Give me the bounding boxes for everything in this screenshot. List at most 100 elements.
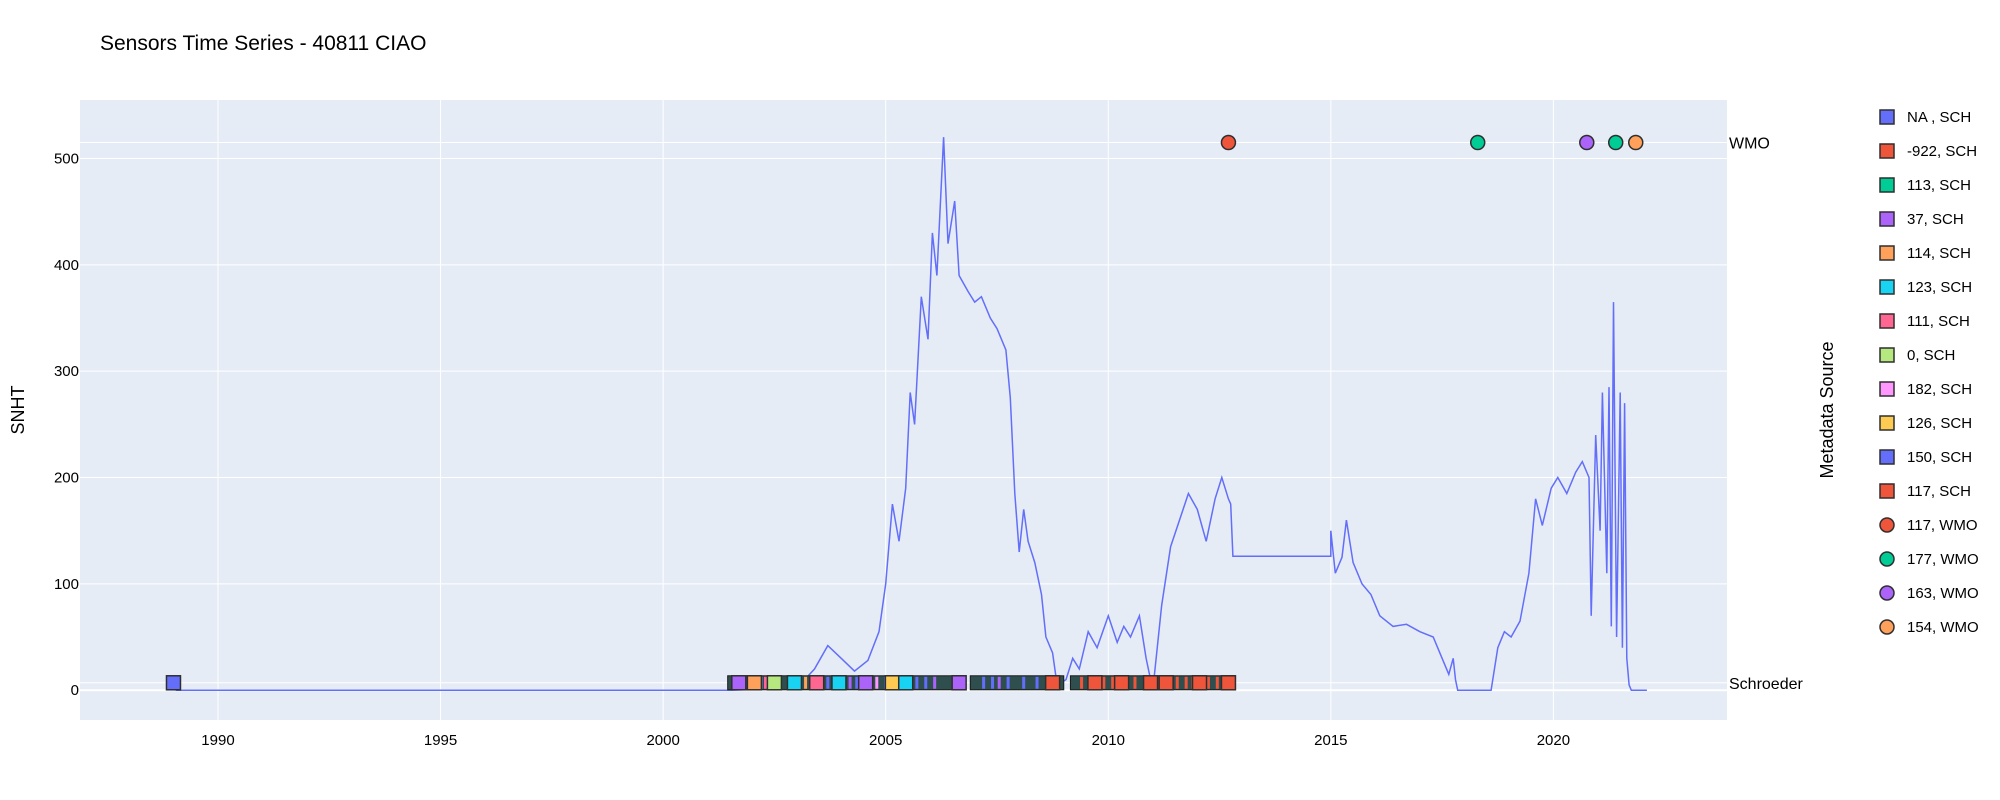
legend-item: -922, SCH	[1879, 143, 1977, 160]
series-lines	[175, 137, 1647, 691]
grid-lines	[80, 100, 1727, 720]
legend-item: 117, SCH	[1879, 483, 1971, 500]
legend-square-icon	[1879, 313, 1895, 329]
y-axis-title: SNHT	[8, 385, 28, 434]
schroeder-marker	[1158, 675, 1174, 691]
legend-label: 123, SCH	[1907, 279, 1972, 296]
legend-item: 150, SCH	[1879, 449, 1972, 466]
y-axis-ticks: 0 100 200 300 400 500	[54, 150, 79, 699]
x-tick-label: 2020	[1537, 732, 1570, 749]
legend-label: 182, SCH	[1907, 381, 1972, 398]
x-tick-label: 2005	[869, 732, 902, 749]
schroeder-tick-mark	[1035, 676, 1039, 689]
schroeder-tick-mark	[764, 676, 768, 689]
legend-square-icon	[1879, 177, 1895, 193]
plot-area	[80, 100, 1727, 720]
schroeder-marker	[884, 675, 901, 691]
legend-label: NA , SCH	[1907, 109, 1971, 126]
schroeder-tick-mark	[826, 676, 830, 689]
schroeder-tick-mark	[855, 676, 859, 689]
metadata-markers	[165, 134, 1644, 691]
schroeder-tick-mark	[1184, 676, 1188, 689]
schroeder-marker	[1113, 675, 1130, 691]
schroeder-marker	[1044, 675, 1061, 691]
legend-item: NA , SCH	[1879, 109, 1971, 126]
schroeder-tick-mark	[804, 676, 808, 689]
y-tick-label: 100	[54, 576, 79, 593]
schroeder-tick-mark	[1175, 676, 1179, 689]
legend-circle-icon	[1879, 551, 1895, 567]
schroeder-tick-mark	[991, 676, 995, 689]
schroeder-marker	[857, 675, 874, 691]
legend-item: 0, SCH	[1879, 347, 1955, 364]
legend-label: 163, WMO	[1907, 585, 1979, 602]
y-tick-label: 500	[54, 150, 79, 167]
schroeder-marker	[951, 675, 967, 691]
schroeder-tick-mark	[1022, 676, 1026, 689]
right-axis-labels: WMO Schroeder	[1729, 136, 1803, 693]
schroeder-marker	[1087, 675, 1103, 691]
right-axis-label: Schroeder	[1729, 676, 1803, 693]
snht-series-line	[175, 137, 1647, 691]
legend-title: Metadata Source	[1817, 341, 1837, 478]
legend-label: 111, SCH	[1907, 313, 1970, 330]
schroeder-tick-mark	[1102, 676, 1106, 689]
schroeder-tick-mark	[1006, 676, 1010, 689]
schroeder-tick-mark	[1080, 676, 1084, 689]
legend-label: 117, WMO	[1907, 517, 1978, 534]
schroeder-tick-mark	[1133, 676, 1137, 689]
legend-circle-icon	[1879, 619, 1895, 635]
legend-square-icon	[1879, 245, 1895, 261]
legend-square-icon	[1879, 483, 1895, 499]
legend-square-icon	[1879, 109, 1895, 125]
schroeder-tick-mark	[848, 676, 852, 689]
legend-label: 113, SCH	[1907, 177, 1971, 194]
legend-label: 0, SCH	[1907, 347, 1955, 364]
schroeder-marker	[1191, 675, 1208, 691]
schroeder-tick-mark	[982, 676, 986, 689]
legend-label: 150, SCH	[1907, 449, 1972, 466]
wmo-marker	[1627, 134, 1644, 151]
schroeder-marker	[731, 675, 747, 691]
legend-item: 182, SCH	[1879, 381, 1972, 398]
schroeder-marker	[897, 675, 914, 691]
legend-label: 126, SCH	[1907, 415, 1972, 432]
y-tick-label: 0	[71, 682, 79, 699]
legend-label: 37, SCH	[1907, 211, 1964, 228]
x-tick-label: 2015	[1314, 732, 1347, 749]
legend-label: 177, WMO	[1907, 551, 1979, 568]
legend-label: 114, SCH	[1907, 245, 1971, 262]
schroeder-tick-mark	[875, 676, 879, 689]
legend-item: 113, SCH	[1879, 177, 1971, 194]
schroeder-tick-mark	[1206, 676, 1210, 689]
legend-square-icon	[1879, 143, 1895, 159]
legend: NA , SCH -922, SCH 113, SCH 37, SCH 114, SCH…	[1879, 109, 1979, 636]
schroeder-marker	[746, 675, 763, 691]
y-tick-label: 300	[54, 363, 79, 380]
legend-item: 37, SCH	[1879, 211, 1964, 228]
schroeder-marker	[165, 675, 182, 691]
y-tick-label: 200	[54, 470, 79, 487]
schroeder-tick-mark	[924, 676, 928, 689]
right-axis-label: WMO	[1729, 136, 1770, 153]
legend-item: 163, WMO	[1879, 585, 1979, 602]
legend-item: 123, SCH	[1879, 279, 1972, 296]
schroeder-marker	[766, 675, 783, 691]
legend-label: -922, SCH	[1907, 143, 1977, 160]
wmo-marker	[1579, 134, 1595, 151]
wmo-marker	[1220, 134, 1237, 151]
legend-square-icon	[1879, 347, 1895, 363]
x-tick-label: 2010	[1092, 732, 1125, 749]
x-tick-label: 1990	[201, 732, 234, 749]
legend-label: 154, WMO	[1907, 619, 1979, 636]
legend-circle-icon	[1879, 517, 1895, 533]
schroeder-marker	[1220, 675, 1237, 691]
wmo-marker	[1607, 134, 1624, 151]
legend-square-icon	[1879, 279, 1895, 295]
y-tick-label: 400	[54, 257, 79, 274]
wmo-marker	[1469, 134, 1486, 151]
legend-item: 126, SCH	[1879, 415, 1972, 432]
x-tick-label: 2000	[646, 732, 679, 749]
legend-label: 117, SCH	[1907, 483, 1971, 500]
